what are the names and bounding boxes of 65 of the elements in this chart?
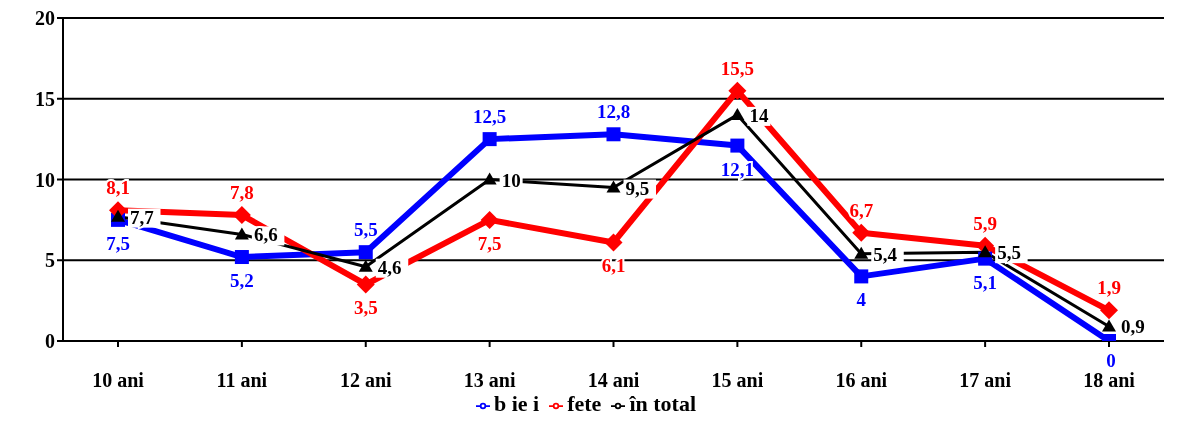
x-tick-label: 16 ani xyxy=(835,369,888,392)
data-label: 7,7 xyxy=(130,206,155,228)
point xyxy=(358,259,373,272)
legend-label: în total xyxy=(629,391,697,416)
data-label: 3,5 xyxy=(353,297,378,319)
data-label: 0 xyxy=(1106,350,1116,371)
y-tick-label: 5 xyxy=(45,249,55,272)
point xyxy=(978,245,993,258)
point xyxy=(854,246,869,259)
x-tick-label: 18 ani xyxy=(1083,369,1136,392)
point xyxy=(1102,319,1116,332)
point xyxy=(480,210,499,229)
point xyxy=(852,223,871,242)
data-label: 8,1 xyxy=(106,177,130,199)
data-label: 5,4 xyxy=(873,243,898,265)
x-tick-label: 15 ani xyxy=(711,369,764,392)
y-tick-label: 0 xyxy=(45,330,55,353)
x-tick-label: 12 ani xyxy=(339,369,393,392)
point xyxy=(482,172,497,185)
data-label: 15,5 xyxy=(720,57,754,79)
point xyxy=(730,138,745,153)
data-label: 5,9 xyxy=(973,212,997,234)
point xyxy=(234,227,249,240)
point xyxy=(728,81,747,100)
x-tick-label: 11 ani xyxy=(216,369,268,392)
data-label: 0,9 xyxy=(1121,316,1145,338)
legend-label: fete xyxy=(567,391,602,416)
data-label: 6,1 xyxy=(601,255,626,277)
data-label: 12,1 xyxy=(720,158,754,180)
point xyxy=(854,269,869,284)
data-label: 6,6 xyxy=(253,224,278,246)
data-label: 12,8 xyxy=(596,101,631,123)
y-tick-label: 10 xyxy=(35,168,55,191)
point xyxy=(482,132,497,147)
data-label: 5,1 xyxy=(973,271,997,293)
point xyxy=(358,245,373,260)
data-label: 7,8 xyxy=(230,182,254,204)
point xyxy=(606,180,621,193)
y-tick-label: 15 xyxy=(35,87,55,110)
point xyxy=(604,233,623,252)
x-tick-label: 13 ani xyxy=(463,369,516,392)
x-tick-label: 14 ani xyxy=(587,369,640,392)
point xyxy=(730,107,745,120)
data-label: 5,5 xyxy=(997,242,1021,264)
data-label: 5,5 xyxy=(353,219,378,241)
data-label: 7,5 xyxy=(106,232,130,254)
point xyxy=(111,209,125,222)
data-label: 9,5 xyxy=(625,177,650,199)
data-label: 14 xyxy=(749,104,769,126)
point xyxy=(356,275,375,294)
data-label: 4,6 xyxy=(377,256,402,278)
x-tick-label: 17 ani xyxy=(959,369,1012,392)
legend-label: b ie i xyxy=(493,391,540,416)
point xyxy=(234,250,249,265)
point xyxy=(1100,301,1118,320)
data-label: 5,2 xyxy=(230,270,254,292)
data-label: 7,5 xyxy=(477,232,502,254)
data-label: 10 xyxy=(501,169,521,191)
point xyxy=(606,127,621,142)
data-label: 12,5 xyxy=(473,106,507,128)
data-label: 4 xyxy=(856,289,867,311)
x-tick-label: 10 ani xyxy=(92,369,145,392)
data-label: 1,9 xyxy=(1097,277,1121,299)
y-tick-label: 20 xyxy=(35,7,55,30)
data-label: 6,7 xyxy=(849,199,874,221)
